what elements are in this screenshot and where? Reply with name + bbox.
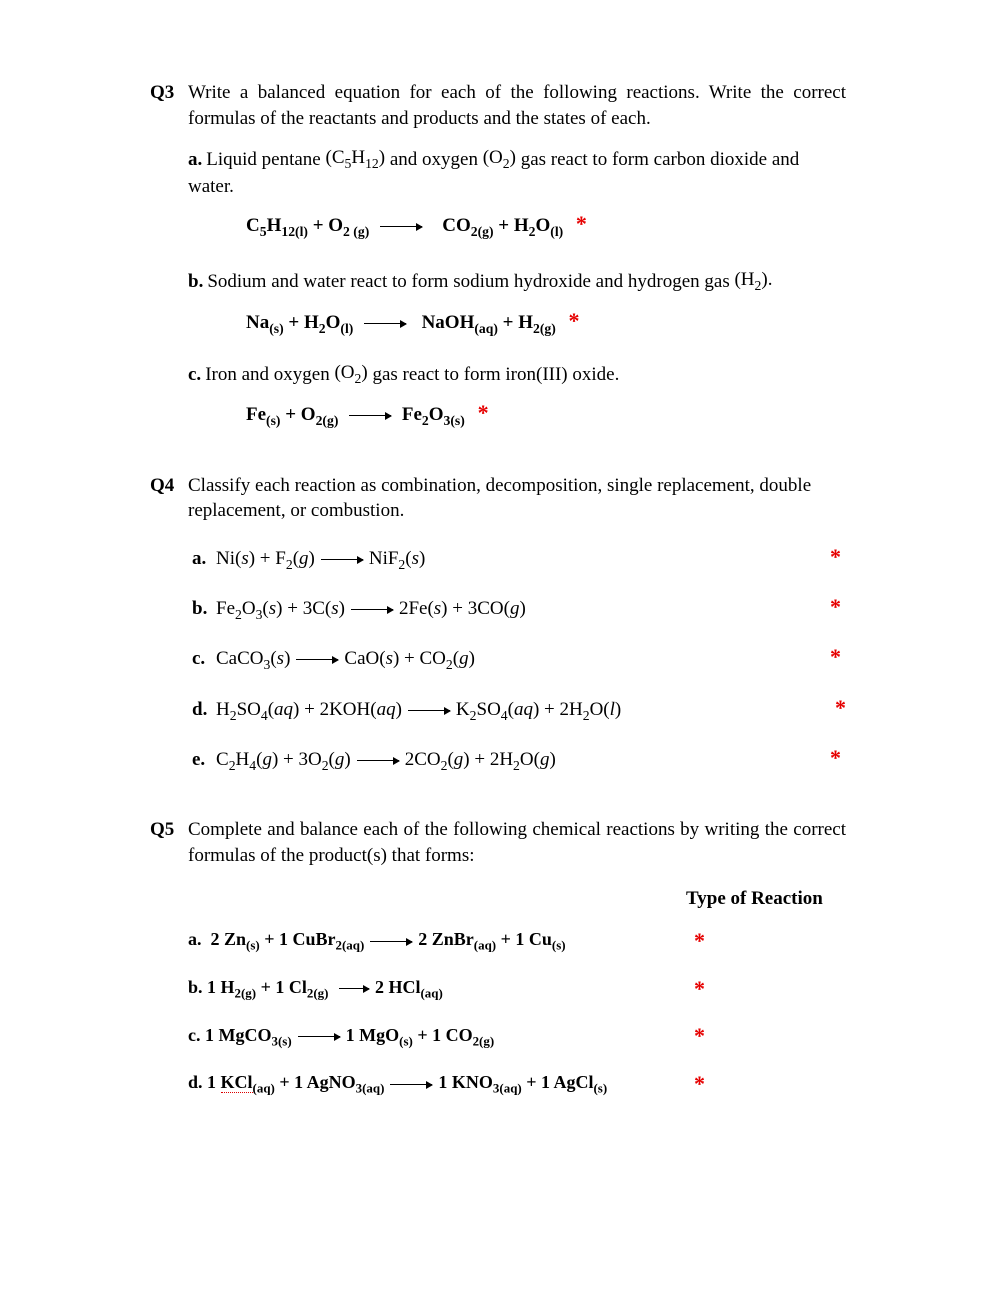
q5-items: Type of Reaction a. 2 Zn(s) + 1 CuBr2(aq… bbox=[188, 886, 846, 1098]
q4d-eq: H2SO4(aq) + 2KOH(aq)K2SO4(aq) + 2H2O(l) bbox=[216, 697, 827, 725]
q3a-equation: C5H12(l) + O2 (g) CO2(g) + H2O(l) * bbox=[246, 209, 846, 241]
q5-item-a: a. 2 Zn(s) + 1 CuBr2(aq)2 ZnBr(aq) + 1 C… bbox=[188, 926, 846, 956]
q5-item-b: b. 1 H2(g) + 1 Cl2(g) 2 HCl(aq) * bbox=[188, 974, 846, 1004]
q3a-formula-oxygen: (O2) bbox=[483, 147, 516, 168]
q4c-label: c. bbox=[192, 646, 216, 672]
answer-marker: * bbox=[830, 594, 841, 619]
q3a-text-1: Liquid pentane bbox=[206, 149, 325, 170]
answer-marker: * bbox=[694, 1071, 705, 1096]
arrow-icon bbox=[321, 559, 363, 560]
q3c-text-1: Iron and oxygen bbox=[205, 364, 334, 385]
answer-marker: * bbox=[569, 308, 580, 333]
q4e-eq: C2H4(g) + 3O2(g)2CO2(g) + 2H2O(g) bbox=[216, 747, 822, 775]
question-3: Q3 Write a balanced equation for each of… bbox=[150, 80, 846, 431]
arrow-icon bbox=[390, 1084, 432, 1085]
answer-marker: * bbox=[694, 1023, 705, 1048]
answer-marker: * bbox=[694, 976, 705, 1001]
arrow-icon bbox=[349, 415, 391, 416]
q3a-formula-pentane: (C5H12) bbox=[326, 147, 386, 168]
arrow-icon bbox=[408, 710, 450, 711]
q4d-label: d. bbox=[192, 697, 216, 723]
q3b-formula-h2: (H2). bbox=[734, 269, 772, 290]
q4-item-a: a. Ni(s) + F2(g)NiF2(s) * bbox=[192, 542, 846, 574]
q3c-label: c. bbox=[188, 364, 201, 385]
q4b-eq: Fe2O3(s) + 3C(s)2Fe(s) + 3CO(g) bbox=[216, 596, 822, 624]
q4-item-b: b. Fe2O3(s) + 3C(s)2Fe(s) + 3CO(g) * bbox=[192, 592, 846, 624]
q4a-eq: Ni(s) + F2(g)NiF2(s) bbox=[216, 546, 822, 574]
q3a-lhs: C5H12(l) + O2 (g) bbox=[246, 215, 369, 236]
q3b-equation: Na(s) + H2O(l) NaOH(aq) + H2(g) * bbox=[246, 306, 846, 338]
spellcheck-underline: KCl bbox=[221, 1072, 253, 1093]
q5b-eq: b. 1 H2(g) + 1 Cl2(g) 2 HCl(aq) bbox=[188, 975, 686, 1002]
arrow-icon bbox=[357, 760, 399, 761]
q5-item-d: d. 1 KCl(aq) + 1 AgNO3(aq)1 KNO3(aq) + 1… bbox=[188, 1069, 846, 1099]
q3c-rhs: Fe2O3(s) bbox=[402, 404, 465, 425]
q5-prompt: Complete and balance each of the followi… bbox=[188, 817, 846, 868]
answer-marker: * bbox=[694, 928, 705, 953]
q3b-label: b. bbox=[188, 271, 203, 292]
q3a-text-2: and oxygen bbox=[385, 149, 483, 170]
q4-item-e: e. C2H4(g) + 3O2(g)2CO2(g) + 2H2O(g) * bbox=[192, 743, 846, 775]
q3b-rhs: NaOH(aq) + H2(g) bbox=[417, 312, 556, 333]
q5-label: Q5 bbox=[150, 817, 188, 868]
q3a-rhs: CO2(g) + H2O(l) bbox=[433, 215, 563, 236]
q3a-label: a. bbox=[188, 149, 202, 170]
q4c-eq: CaCO3(s)CaO(s) + CO2(g) bbox=[216, 646, 822, 674]
q4-items: a. Ni(s) + F2(g)NiF2(s) * b. Fe2O3(s) + … bbox=[192, 542, 846, 775]
q4-label: Q4 bbox=[150, 473, 188, 524]
q5-item-c: c. 1 MgCO3(s)1 MgO(s) + 1 CO2(g) * bbox=[188, 1021, 846, 1051]
arrow-icon bbox=[370, 941, 412, 942]
q3b-text: Sodium and water react to form sodium hy… bbox=[207, 271, 734, 292]
arrow-icon bbox=[351, 609, 393, 610]
answer-marker: * bbox=[830, 745, 841, 770]
q5-column-header-row: Type of Reaction bbox=[188, 886, 846, 912]
q3c-text-2: gas react to form iron(III) oxide. bbox=[368, 364, 620, 385]
q3-prompt: Write a balanced equation for each of th… bbox=[188, 80, 846, 131]
arrow-icon bbox=[339, 988, 369, 989]
q5-col-title: Type of Reaction bbox=[686, 886, 846, 912]
arrow-icon bbox=[380, 226, 422, 227]
q4e-label: e. bbox=[192, 747, 216, 773]
q3c-equation: Fe(s) + O2(g) Fe2O3(s) * bbox=[246, 398, 846, 430]
q5d-eq: d. 1 KCl(aq) + 1 AgNO3(aq)1 KNO3(aq) + 1… bbox=[188, 1070, 686, 1097]
answer-marker: * bbox=[835, 695, 846, 720]
answer-marker: * bbox=[830, 544, 841, 569]
q5a-eq: a. 2 Zn(s) + 1 CuBr2(aq)2 ZnBr(aq) + 1 C… bbox=[188, 927, 686, 954]
question-5: Q5 Complete and balance each of the foll… bbox=[150, 817, 846, 1099]
q3-part-a: a.Liquid pentane (C5H12) and oxygen (O2)… bbox=[188, 145, 846, 199]
q3c-lhs: Fe(s) + O2(g) bbox=[246, 404, 338, 425]
q3c-formula-o2: (O2) bbox=[334, 362, 367, 383]
arrow-icon bbox=[364, 323, 406, 324]
answer-marker: * bbox=[478, 400, 489, 425]
q4a-label: a. bbox=[192, 546, 216, 572]
q3-part-b: b.Sodium and water react to form sodium … bbox=[188, 267, 846, 295]
answer-marker: * bbox=[576, 211, 587, 236]
q5c-eq: c. 1 MgCO3(s)1 MgO(s) + 1 CO2(g) bbox=[188, 1023, 686, 1050]
q4-item-c: c. CaCO3(s)CaO(s) + CO2(g) * bbox=[192, 642, 846, 674]
q4b-label: b. bbox=[192, 596, 216, 622]
q3b-lhs: Na(s) + H2O(l) bbox=[246, 312, 353, 333]
q3-part-c: c.Iron and oxygen (O2) gas react to form… bbox=[188, 360, 846, 388]
q3-label: Q3 bbox=[150, 80, 188, 131]
q4-item-d: d. H2SO4(aq) + 2KOH(aq)K2SO4(aq) + 2H2O(… bbox=[192, 693, 846, 725]
question-4: Q4 Classify each reaction as combination… bbox=[150, 473, 846, 776]
arrow-icon bbox=[298, 1036, 340, 1037]
answer-marker: * bbox=[830, 644, 841, 669]
arrow-icon bbox=[296, 659, 338, 660]
q4-prompt: Classify each reaction as combination, d… bbox=[188, 473, 846, 524]
